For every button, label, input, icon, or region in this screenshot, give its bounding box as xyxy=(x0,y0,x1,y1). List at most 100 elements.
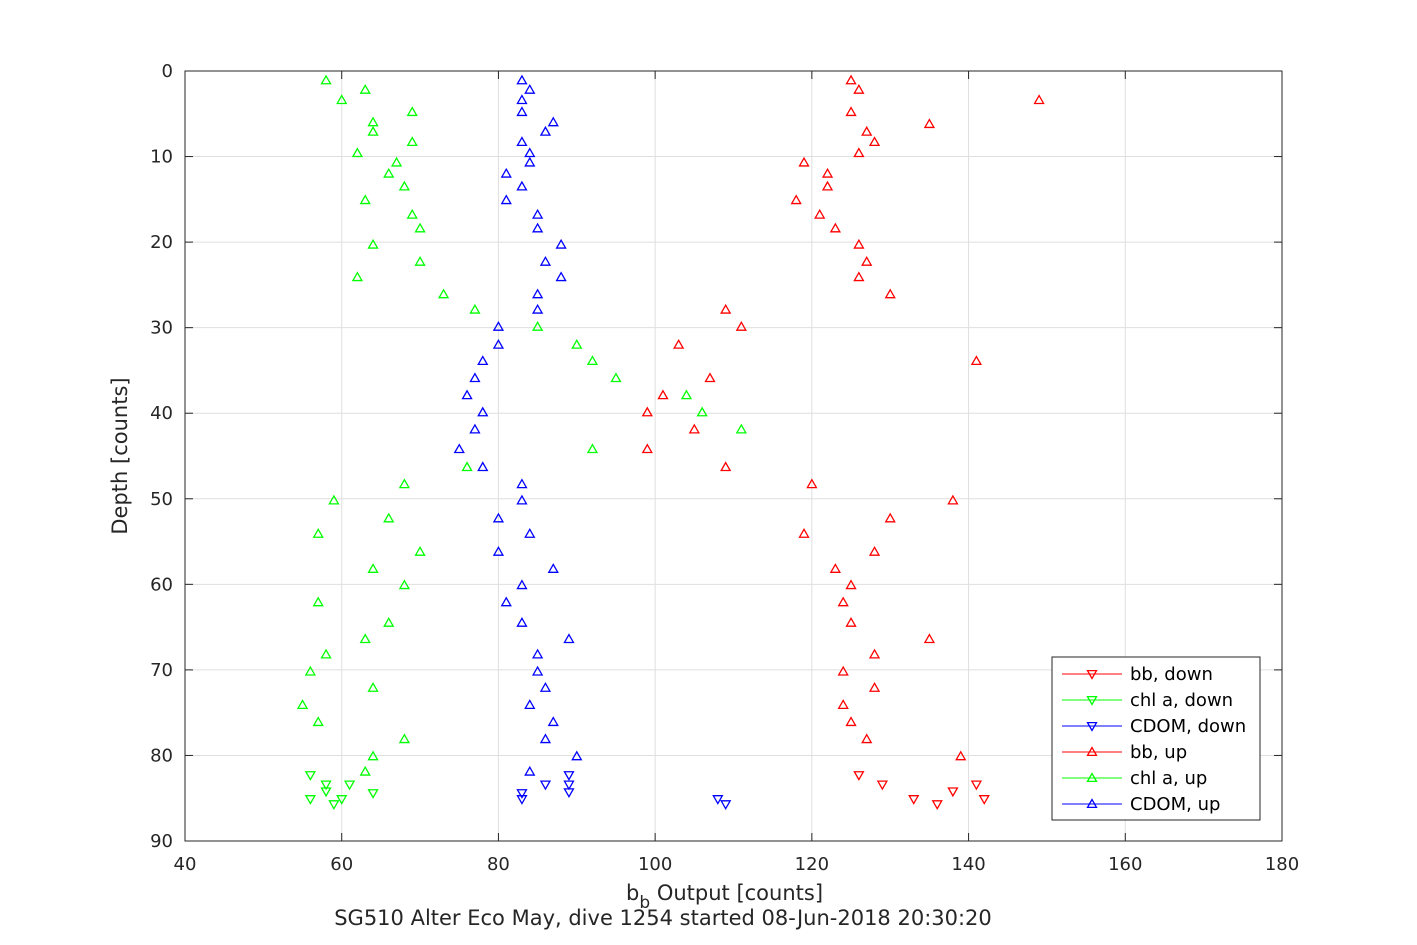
y-tick-label: 90 xyxy=(150,831,173,852)
data-point xyxy=(571,750,583,761)
data-point xyxy=(735,321,747,331)
data-point xyxy=(853,238,865,249)
data-point xyxy=(367,789,379,799)
legend-entry: CDOM, down xyxy=(1062,716,1246,737)
data-point xyxy=(641,406,653,417)
data-point xyxy=(516,579,528,590)
x-tick-label: 140 xyxy=(951,854,985,875)
data-point xyxy=(516,795,528,805)
data-point xyxy=(304,771,316,781)
series-5 xyxy=(453,74,583,776)
x-tick-label: 120 xyxy=(795,854,829,875)
data-point xyxy=(524,84,536,94)
data-point xyxy=(367,116,379,127)
data-point xyxy=(884,512,896,523)
data-point xyxy=(320,787,332,798)
data-point xyxy=(837,699,849,709)
series-1 xyxy=(304,771,379,811)
data-point xyxy=(821,180,834,191)
x-axis-label-rest: Output [counts] xyxy=(650,881,823,905)
data-point xyxy=(563,633,575,644)
data-point xyxy=(853,84,865,94)
data-point xyxy=(680,389,693,400)
y-tick-label: 60 xyxy=(150,574,173,595)
data-point xyxy=(359,633,371,644)
data-point xyxy=(320,648,332,659)
data-point xyxy=(406,136,418,147)
y-tick-label: 10 xyxy=(150,147,173,168)
data-point xyxy=(688,423,700,434)
data-point xyxy=(884,288,896,299)
x-tick-label: 60 xyxy=(330,854,353,875)
data-point xyxy=(531,321,544,331)
series-4 xyxy=(296,74,747,776)
data-point xyxy=(524,528,536,538)
data-point xyxy=(735,423,747,434)
data-point xyxy=(547,716,559,727)
y-axis-label: Depth [counts] xyxy=(108,377,132,534)
data-point xyxy=(469,303,481,314)
data-points xyxy=(296,74,1045,811)
data-point xyxy=(970,780,983,791)
data-point xyxy=(798,156,810,167)
legend-label: bb, down xyxy=(1130,664,1213,685)
data-point xyxy=(359,84,371,94)
data-point xyxy=(861,125,873,136)
data-point xyxy=(868,136,881,147)
data-point xyxy=(367,682,379,692)
data-point xyxy=(516,478,528,489)
data-point xyxy=(414,546,426,556)
legend-marker xyxy=(1086,798,1098,809)
data-point xyxy=(563,780,575,791)
data-point xyxy=(524,147,536,158)
data-point xyxy=(469,372,481,383)
data-point xyxy=(563,788,575,799)
data-point xyxy=(461,389,473,400)
data-point xyxy=(790,194,802,205)
data-point xyxy=(829,222,841,233)
data-point xyxy=(516,789,528,799)
data-point xyxy=(539,125,552,136)
data-point xyxy=(931,800,943,811)
data-point xyxy=(351,271,364,282)
data-point xyxy=(720,800,732,811)
data-point xyxy=(477,355,489,366)
axes-box xyxy=(184,70,1283,842)
data-point xyxy=(492,321,505,331)
legend-entry: bb, down xyxy=(1062,664,1213,685)
data-point xyxy=(524,156,536,167)
data-point xyxy=(367,238,379,249)
series-2 xyxy=(516,771,732,811)
legend-label: CDOM, up xyxy=(1130,794,1220,815)
data-point xyxy=(437,288,450,299)
legend-entry: chl a, up xyxy=(1062,768,1207,789)
data-point xyxy=(673,338,685,349)
data-point xyxy=(304,665,316,676)
legend-label: bb, up xyxy=(1130,742,1187,763)
data-point xyxy=(343,780,356,791)
data-point xyxy=(516,136,528,147)
data-point xyxy=(657,389,669,400)
data-point xyxy=(359,194,371,205)
legend-label: chl a, down xyxy=(1130,690,1233,711)
data-point xyxy=(477,461,489,472)
data-point xyxy=(477,406,489,417)
data-point xyxy=(978,795,990,805)
data-point xyxy=(461,461,473,472)
legend-marker xyxy=(1086,721,1098,732)
series-3 xyxy=(641,74,1045,761)
y-tick-label: 30 xyxy=(150,318,173,339)
legend-label: CDOM, down xyxy=(1130,716,1246,737)
legend-marker xyxy=(1086,746,1098,757)
x-tick-label: 100 xyxy=(638,854,672,875)
data-point xyxy=(500,167,512,178)
data-point xyxy=(837,665,849,676)
data-point xyxy=(398,478,411,489)
data-point xyxy=(821,167,834,178)
data-point xyxy=(398,579,411,590)
data-point xyxy=(798,528,810,538)
data-point xyxy=(547,116,559,127)
data-point xyxy=(414,255,426,266)
data-point xyxy=(336,94,348,105)
data-point xyxy=(351,147,364,158)
